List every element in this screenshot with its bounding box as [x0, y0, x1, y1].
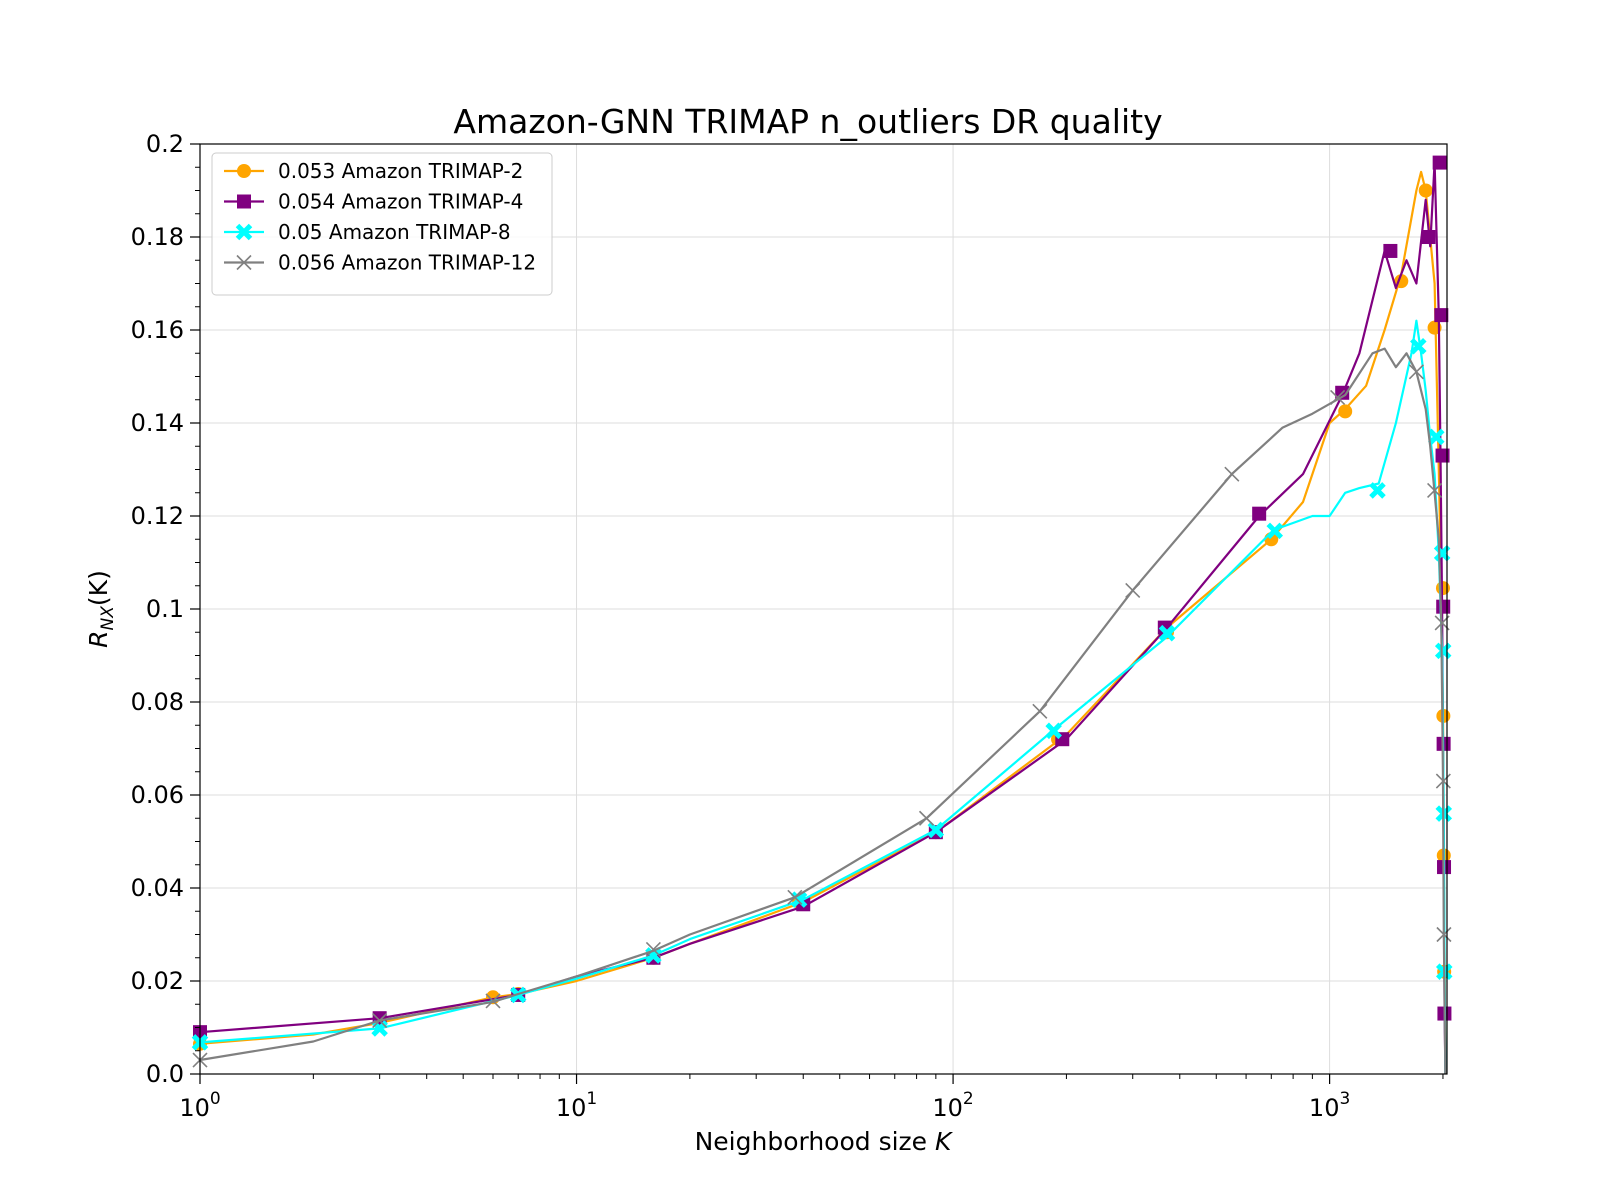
x-tick-label: 102 — [932, 1089, 973, 1122]
y-tick-label: 0.06 — [131, 781, 184, 809]
x-tick-label-exp: 2 — [963, 1089, 974, 1109]
legend-marker-3 — [235, 223, 253, 241]
series-4-point — [918, 810, 935, 826]
x-tick-label: 101 — [556, 1089, 597, 1122]
series-3-point — [1158, 624, 1176, 642]
series-1-point — [1418, 183, 1433, 198]
series-2-point — [1436, 599, 1451, 614]
legend-label-2: 0.054 Amazon TRIMAP-4 — [278, 190, 523, 214]
legend-label-4: 0.056 Amazon TRIMAP-12 — [278, 251, 536, 275]
legend-label-1: 0.053 Amazon TRIMAP-2 — [278, 159, 523, 183]
x-tick-label-exp: 0 — [210, 1089, 221, 1109]
x-tick-label-base: 10 — [1309, 1094, 1340, 1122]
legend-marker-4 — [236, 254, 252, 271]
series-2-point — [1383, 243, 1398, 258]
legend-label-3: 0.05 Amazon TRIMAP-8 — [278, 220, 511, 244]
series-3-point — [1266, 522, 1284, 540]
series-4-point — [372, 1012, 388, 1029]
series-4-point — [1435, 773, 1451, 789]
series-2-point — [1434, 308, 1449, 323]
y-axis-title: RNX(K) — [84, 570, 118, 648]
y-tick-label: 0.12 — [131, 502, 184, 530]
series-4-point — [1427, 482, 1443, 498]
x-tick-label-exp: 1 — [586, 1089, 597, 1109]
y-tick-label: 0.02 — [131, 967, 184, 995]
y-tick-label: 0.1 — [146, 595, 184, 623]
series-2-point — [1252, 506, 1267, 521]
y-axis-title-main: R — [84, 630, 113, 647]
x-tick-label-base: 10 — [556, 1094, 587, 1122]
series-3-point — [1045, 722, 1062, 740]
y-tick-label: 0.04 — [131, 874, 184, 902]
y-axis-title-sub: NX — [98, 606, 118, 631]
series-3-point — [927, 821, 945, 839]
axes: 0.0 0.02 0.04 0.06 0.08 0.1 0.12 0.14 0.16 0.18 0.… — [131, 130, 1444, 1122]
legend-box — [211, 152, 553, 296]
series-4-point — [787, 889, 803, 905]
x-axis-title-text: Neighborhood size — [695, 1127, 935, 1156]
x-tick-label-base: 10 — [932, 1094, 963, 1122]
y-tick-label: 0.0 — [146, 1060, 184, 1088]
x-axis-title-var: K — [935, 1127, 954, 1156]
y-axis-title-arg: (K) — [84, 570, 113, 606]
series-4-point — [1436, 926, 1452, 943]
series-3-point — [1410, 338, 1427, 355]
y-tick-label: 0.14 — [131, 409, 184, 437]
series-4-point — [1330, 389, 1346, 405]
chart-title: Amazon-GNN TRIMAP n_outliers DR quality — [453, 102, 1162, 141]
plot-area — [191, 155, 1453, 1075]
series-4-point — [645, 941, 661, 957]
series-3-point — [790, 891, 808, 908]
series-line-1 — [199, 170, 1447, 1075]
series-4-point — [1125, 582, 1141, 598]
series-4-point — [1408, 364, 1424, 380]
series-2-point — [1435, 448, 1450, 463]
y-tick-label: 0.2 — [146, 130, 184, 158]
series-2-point — [1421, 230, 1436, 244]
y-tick-label: 0.08 — [131, 688, 184, 716]
series-4-point — [1224, 466, 1240, 482]
series-1-point — [1338, 404, 1353, 419]
x-tick-label-exp: 3 — [1339, 1089, 1350, 1109]
x-tick-label-base: 10 — [179, 1094, 210, 1122]
x-axis-title: Neighborhood size K — [695, 1127, 954, 1156]
series-4-point — [485, 993, 501, 1009]
legend-marker-2 — [237, 194, 251, 209]
y-tick-label: 0.18 — [131, 223, 184, 251]
series-3-point — [1369, 482, 1386, 499]
series-2-point — [1432, 155, 1447, 170]
series-line-2 — [199, 161, 1447, 1075]
legend: 0.053 Amazon TRIMAP-2 0.054 Amazon TRIMAP… — [211, 152, 553, 296]
x-tick-label: 103 — [1309, 1089, 1350, 1122]
x-tick-label: 100 — [179, 1089, 220, 1122]
y-tick-label: 0.16 — [131, 316, 184, 344]
legend-marker-1 — [237, 164, 251, 178]
series-3-point — [1428, 428, 1445, 446]
series-line-4 — [199, 347, 1447, 1075]
series-4-point — [1032, 703, 1048, 719]
